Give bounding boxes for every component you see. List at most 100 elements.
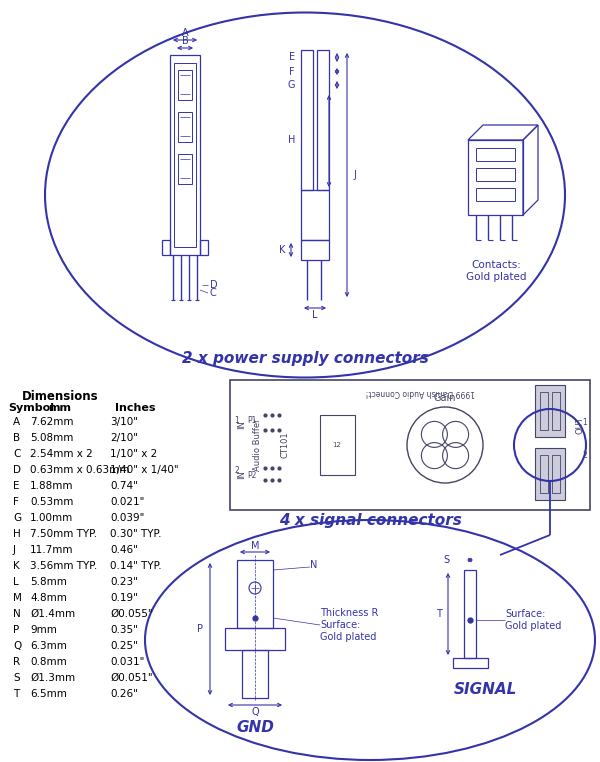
Bar	[237, 560, 273, 628]
Text: A: A	[13, 417, 20, 427]
Text: S: S	[13, 673, 20, 683]
Text: 0.35": 0.35"	[110, 625, 138, 635]
Text: 2: 2	[235, 466, 239, 475]
Bar	[301, 190, 329, 240]
Text: F: F	[289, 67, 295, 77]
Text: 6.3mm: 6.3mm	[30, 641, 67, 651]
Text: M: M	[251, 541, 259, 551]
Bar	[162, 240, 170, 255]
Text: Ø0.051": Ø0.051"	[110, 673, 152, 683]
Text: F: F	[13, 497, 19, 507]
Text: 4.8mm: 4.8mm	[30, 593, 67, 603]
Bar	[320, 415, 355, 475]
Bar	[200, 240, 208, 255]
Text: 2 x power supply connectors: 2 x power supply connectors	[182, 351, 428, 366]
Text: 0.23": 0.23"	[110, 577, 138, 587]
Bar	[301, 50, 313, 190]
Text: K: K	[13, 561, 20, 571]
Text: SIGNAL: SIGNAL	[454, 683, 517, 697]
Text: OUT: OUT	[575, 416, 584, 434]
Text: B: B	[13, 433, 20, 443]
Text: IN: IN	[238, 471, 247, 479]
Text: 0.8mm: 0.8mm	[30, 657, 67, 667]
Text: P2: P2	[247, 470, 257, 479]
Text: 1/40" x 1/40": 1/40" x 1/40"	[110, 465, 179, 475]
Text: Surface:
Gold plated: Surface: Gold plated	[505, 609, 562, 631]
Text: 0.25": 0.25"	[110, 641, 138, 651]
Text: T: T	[13, 689, 19, 699]
Bar	[476, 148, 515, 161]
Text: D: D	[13, 465, 21, 475]
Text: 6.5mm: 6.5mm	[30, 689, 67, 699]
Text: Ø0.055": Ø0.055"	[110, 609, 152, 619]
Text: Contacts:
Gold plated: Contacts: Gold plated	[466, 260, 526, 282]
Text: Dimensions: Dimensions	[22, 390, 98, 403]
Text: Q: Q	[251, 707, 259, 717]
Text: Symbol: Symbol	[8, 403, 54, 413]
Text: E: E	[13, 481, 20, 491]
Text: S: S	[444, 555, 450, 565]
Text: E: E	[289, 52, 295, 62]
Text: 0.53mm: 0.53mm	[30, 497, 73, 507]
Text: Inches: Inches	[115, 403, 155, 413]
Text: 0.19": 0.19"	[110, 593, 138, 603]
Text: 1/10" x 2: 1/10" x 2	[110, 449, 157, 459]
Text: Q: Q	[13, 641, 21, 651]
Text: 2: 2	[583, 450, 587, 459]
Text: 0.021": 0.021"	[110, 497, 145, 507]
Bar	[225, 628, 285, 650]
Text: 5.08mm: 5.08mm	[30, 433, 73, 443]
Text: 0.74": 0.74"	[110, 481, 138, 491]
Bar	[301, 240, 329, 260]
Text: G: G	[287, 80, 295, 90]
Text: Gain: Gain	[434, 393, 456, 403]
Text: 7.50mm TYP.: 7.50mm TYP.	[30, 529, 97, 539]
Text: 0.039": 0.039"	[110, 513, 145, 523]
Text: C: C	[13, 449, 20, 459]
Text: 4 x signal connectors: 4 x signal connectors	[278, 513, 461, 527]
Text: Thickness R
Surface:
Gold plated: Thickness R Surface: Gold plated	[320, 608, 379, 642]
Text: 2.54mm x 2: 2.54mm x 2	[30, 449, 93, 459]
Bar	[552, 392, 560, 430]
Bar	[540, 392, 548, 430]
Text: G: G	[13, 513, 21, 523]
Text: N: N	[13, 609, 21, 619]
Text: Ø1.3mm: Ø1.3mm	[30, 673, 75, 683]
Bar	[242, 650, 268, 698]
Text: 0.46": 0.46"	[110, 545, 138, 555]
Bar	[552, 455, 560, 493]
Bar	[453, 658, 488, 668]
Text: L: L	[312, 310, 318, 320]
Text: K: K	[278, 245, 285, 255]
Text: 7.62mm: 7.62mm	[30, 417, 74, 427]
Text: P: P	[197, 624, 203, 634]
Text: 0.26": 0.26"	[110, 689, 138, 699]
Text: 2/10": 2/10"	[110, 433, 138, 443]
Text: T: T	[436, 609, 442, 619]
Text: N: N	[310, 560, 317, 570]
Text: mm: mm	[49, 403, 71, 413]
Text: 1.88mm: 1.88mm	[30, 481, 74, 491]
Text: 11.7mm: 11.7mm	[30, 545, 74, 555]
Text: D: D	[210, 280, 218, 290]
Bar	[178, 70, 192, 100]
Text: 5.8mm: 5.8mm	[30, 577, 67, 587]
Bar	[230, 380, 590, 510]
Text: 12: 12	[332, 442, 341, 448]
Bar	[476, 188, 515, 201]
Bar	[170, 55, 200, 255]
Text: 0.031": 0.031"	[110, 657, 145, 667]
Text: H: H	[287, 135, 295, 145]
Bar	[317, 50, 329, 190]
Bar	[535, 448, 565, 500]
Text: Audio Buffer: Audio Buffer	[253, 418, 262, 472]
Bar	[464, 570, 476, 658]
Text: C: C	[210, 288, 217, 298]
Bar	[535, 385, 565, 437]
Text: M: M	[13, 593, 22, 603]
Text: IN: IN	[238, 421, 247, 430]
Text: CT101: CT101	[280, 432, 289, 458]
Text: Ø1.4mm: Ø1.4mm	[30, 609, 75, 619]
Text: 0.63mm x 0.63mm: 0.63mm x 0.63mm	[30, 465, 130, 475]
Text: 0.14" TYP.: 0.14" TYP.	[110, 561, 161, 571]
